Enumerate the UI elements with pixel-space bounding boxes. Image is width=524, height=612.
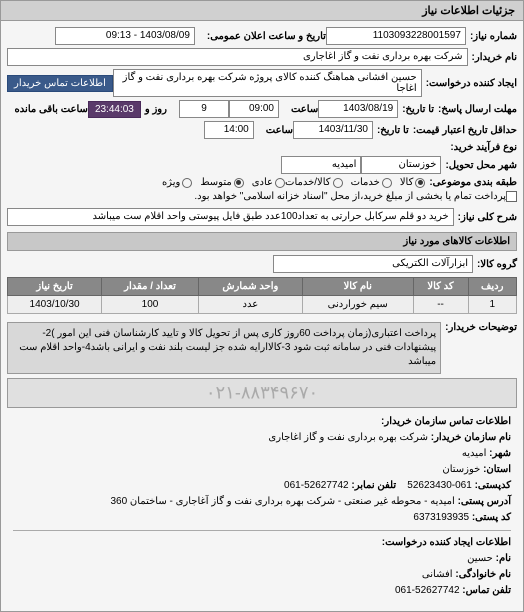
creator-value: حسین افشانی هماهنگ کننده کالای پروژه شرک… [113, 69, 422, 97]
col-date: تاریخ نیاز [8, 278, 102, 296]
cell-code: -- [413, 296, 468, 314]
cell-qty: 100 [102, 296, 199, 314]
name-lbl: نام: [496, 553, 511, 564]
priority-radio-group: عادی متوسط ویژه [162, 177, 285, 188]
price-validity-label: حداقل تاریخ اعتبار قیمت: [413, 125, 517, 136]
tel-lbl: تلفن تماس: [462, 585, 511, 596]
pobox: 6373193935 [413, 512, 469, 523]
price-time: 14:00 [204, 121, 254, 139]
remaining-label: ساعت باقی مانده [15, 104, 88, 115]
subject-cat-label: طبقه بندی موضوعی: [429, 177, 517, 188]
fax: 52627742-061 [284, 480, 349, 491]
group-value: ابزارآلات الکتریکی [273, 255, 473, 273]
details-content: شماره نیاز: 1103093228001597 تاریخ و ساع… [0, 21, 524, 612]
process-type-label: نوع فرآیند خرید: [450, 142, 517, 153]
until-label: تا تاریخ: [402, 104, 434, 115]
province: خوزستان [442, 464, 480, 475]
postcode-lbl: کدپستی: [475, 480, 511, 491]
watermark-text: ۰۲۱-۸۸۳۴۹۶۷۰ [206, 383, 318, 404]
radio-adi[interactable]: عادی [252, 177, 285, 188]
desc-value: خرید دو قلم سرکابل حرارتی به تعداد100عدد… [7, 208, 454, 226]
deadline-time: 09:00 [229, 100, 279, 118]
radio-khadamat[interactable]: خدمات [351, 177, 392, 188]
col-name: نام کالا [302, 278, 413, 296]
creator-label: ایجاد کننده درخواست: [426, 78, 517, 89]
col-code: کد کالا [413, 278, 468, 296]
buyer-notes-label: توضیحات خریدار: [445, 322, 517, 333]
deadline-label: مهلت ارسال پاسخ: [438, 104, 517, 115]
cell-unit: عدد [198, 296, 302, 314]
table-row: 1 -- سیم خوراردنی عدد 100 1403/10/30 [8, 296, 517, 314]
radio-vizhe[interactable]: ویژه [162, 177, 192, 188]
org-name: شرکت بهره برداری نفت و گاز اغاجاری [268, 432, 428, 443]
radio-kala[interactable]: کالا [400, 177, 426, 188]
subject-radio-group: کالا خدمات کالا/خدمات [285, 177, 425, 188]
name: حسین [467, 553, 493, 564]
niaz-no-value: 1103093228001597 [326, 27, 466, 45]
details-header: جزئیات اطلاعات نیاز [0, 0, 524, 21]
city: امیدیه [462, 448, 487, 459]
announce-value: 1403/08/09 - 09:13 [55, 27, 195, 45]
deadline-date: 1403/08/19 [318, 100, 398, 118]
contact-org-header: اطلاعات تماس سازمان خریدار: [381, 416, 511, 427]
buyer-name-label: نام خریدار: [472, 52, 517, 63]
contact-creator-header: اطلاعات ایجاد کننده درخواست: [382, 537, 511, 548]
contact-block: اطلاعات تماس سازمان خریدار: نام سازمان خ… [7, 408, 517, 605]
payment-note: پرداخت تمام یا بخشی از مبلغ خرید،از محل … [194, 191, 506, 202]
pobox-lbl: کد پستی: [472, 512, 511, 523]
day-label: روز و [145, 104, 167, 115]
niaz-no-label: شماره نیاز: [470, 31, 517, 42]
fax-lbl: تلفن نمابر: [351, 480, 396, 491]
day-count: 9 [179, 100, 229, 118]
cell-name: سیم خوراردنی [302, 296, 413, 314]
col-unit: واحد شمارش [198, 278, 302, 296]
radio-motevasset[interactable]: متوسط [200, 177, 243, 188]
buyer-notes-value: پرداخت اعتباری(زمان پرداخت 60روز کاری پس… [7, 322, 441, 374]
col-row: ردیف [468, 278, 517, 296]
radio-kala-khadamat[interactable]: کالا/خدمات [285, 177, 343, 188]
col-qty: تعداد / مقدار [102, 278, 199, 296]
delivery-city-label: شهر محل تحویل: [445, 160, 517, 171]
org-name-lbl: نام سازمان خریدار: [431, 432, 511, 443]
address: امیدیه - محوطه غیر صنعتی - شرکت بهره برد… [110, 496, 454, 507]
saat-label2: ساعت [266, 125, 293, 136]
buyer-name-value: شرکت بهره برداری نفت و گاز اغاجاری [7, 48, 468, 66]
cell-date: 1403/10/30 [8, 296, 102, 314]
items-header: اطلاعات کالاهای مورد نیاز [7, 232, 517, 251]
watermark-area: ۰۲۱-۸۸۳۴۹۶۷۰ [7, 378, 517, 408]
city-lbl: شهر: [489, 448, 511, 459]
postcode: 061-52623430 [407, 480, 472, 491]
desc-label: شرح کلی نیاز: [458, 212, 517, 223]
cell-row: 1 [468, 296, 517, 314]
announce-label: تاریخ و ساعت اعلان عمومی: [207, 31, 326, 42]
items-table: ردیف کد کالا نام کالا واحد شمارش تعداد /… [7, 277, 517, 314]
until-label2: تا تاریخ: [377, 125, 409, 136]
family: افشانی [422, 569, 453, 580]
tel: 52627742-061 [395, 585, 460, 596]
address-lbl: آدرس پستی: [458, 496, 511, 507]
province-lbl: استان: [483, 464, 511, 475]
group-label: گروه کالا: [477, 259, 517, 270]
delivery-city2: امیدیه [281, 156, 361, 174]
payment-checkbox[interactable] [506, 191, 517, 202]
price-date: 1403/11/30 [293, 121, 373, 139]
delivery-city: خوزستان [361, 156, 441, 174]
family-lbl: نام خانوادگی: [455, 569, 511, 580]
saat-label: ساعت [291, 104, 318, 115]
countdown: 23:44:03 [88, 101, 141, 118]
contact-buyer-button[interactable]: اطلاعات تماس خریدار [7, 75, 113, 92]
